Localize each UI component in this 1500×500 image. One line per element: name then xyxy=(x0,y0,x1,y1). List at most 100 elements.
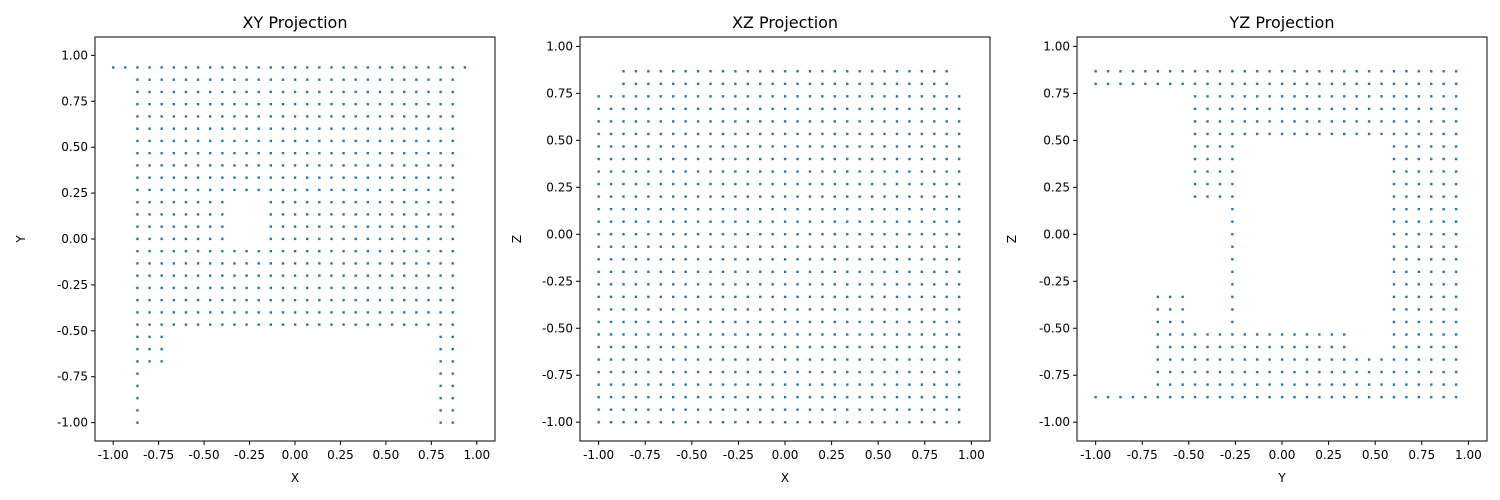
scatter-point xyxy=(647,82,650,86)
scatter-point xyxy=(957,308,961,311)
scatter-point xyxy=(734,82,737,86)
scatter-point xyxy=(696,408,700,411)
scatter-point xyxy=(354,298,357,302)
scatter-point xyxy=(415,78,418,81)
scatter-point xyxy=(771,145,774,148)
scatter-point xyxy=(245,66,248,69)
scatter-point xyxy=(634,258,638,261)
scatter-point xyxy=(1156,295,1159,299)
scatter-point xyxy=(160,311,163,314)
scatter-point xyxy=(684,107,687,111)
scatter-point xyxy=(378,274,382,277)
scatter-point xyxy=(684,233,687,236)
scatter-point xyxy=(870,132,874,136)
scatter-point xyxy=(622,82,625,86)
scatter-point xyxy=(1144,70,1147,73)
scatter-point xyxy=(846,82,849,86)
scatter-point xyxy=(1231,120,1234,123)
scatter-point xyxy=(378,213,382,216)
scatter-point xyxy=(451,409,454,412)
scatter-point xyxy=(342,188,345,192)
scatter-point xyxy=(1268,345,1271,349)
scatter-point xyxy=(1181,308,1184,311)
scatter-point xyxy=(808,383,812,386)
scatter-point xyxy=(209,90,212,94)
scatter-point xyxy=(647,132,650,136)
scatter-point xyxy=(354,176,357,179)
scatter-point xyxy=(148,298,151,302)
scatter-point xyxy=(659,333,662,336)
scatter-point xyxy=(684,207,687,211)
scatter-point xyxy=(1380,370,1383,374)
scatter-point xyxy=(451,151,454,155)
scatter-point xyxy=(439,102,442,106)
scatter-point xyxy=(342,151,345,155)
scatter-point xyxy=(257,176,260,179)
scatter-point xyxy=(342,249,345,253)
scatter-point xyxy=(160,249,163,253)
scatter-point xyxy=(933,245,936,248)
scatter-point xyxy=(245,298,248,302)
scatter-point xyxy=(136,102,139,106)
scatter-point xyxy=(172,249,176,253)
scatter-point xyxy=(721,383,725,386)
scatter-point xyxy=(609,95,613,98)
scatter-point xyxy=(858,258,861,261)
scatter-point xyxy=(908,308,911,311)
scatter-point xyxy=(403,90,406,94)
scatter-point xyxy=(709,358,712,361)
scatter-point xyxy=(696,370,700,374)
scatter-point xyxy=(1343,358,1346,361)
scatter-point xyxy=(672,207,675,211)
scatter-point xyxy=(1343,82,1346,86)
scatter-point xyxy=(1268,333,1271,336)
scatter-point xyxy=(1430,283,1433,286)
scatter-point xyxy=(281,249,285,253)
scatter-point xyxy=(796,170,799,173)
scatter-point xyxy=(209,188,212,192)
scatter-point xyxy=(172,176,176,179)
scatter-point xyxy=(1206,145,1209,148)
scatter-point xyxy=(908,120,911,123)
scatter-point xyxy=(1318,95,1321,98)
scatter-point xyxy=(870,370,874,374)
scatter-point xyxy=(696,333,700,336)
scatter-point xyxy=(721,95,725,98)
scatter-point xyxy=(330,102,333,106)
scatter-point xyxy=(622,395,625,399)
scatter-point xyxy=(439,176,442,179)
scatter-point xyxy=(1417,283,1421,286)
scatter-point xyxy=(933,70,936,73)
scatter-point xyxy=(721,120,725,123)
scatter-point xyxy=(833,82,837,86)
scatter-point xyxy=(721,283,725,286)
scatter-point xyxy=(451,115,454,118)
scatter-point xyxy=(746,207,750,211)
scatter-point xyxy=(597,245,600,248)
scatter-point xyxy=(721,220,725,223)
scatter-point xyxy=(1206,333,1209,336)
scatter-point xyxy=(771,95,774,98)
scatter-point xyxy=(136,396,139,400)
scatter-point xyxy=(342,323,345,326)
scatter-point xyxy=(148,164,151,167)
scatter-point xyxy=(306,115,309,118)
scatter-point xyxy=(1268,383,1271,386)
scatter-point xyxy=(318,127,321,130)
scatter-point xyxy=(833,70,837,73)
scatter-point xyxy=(1430,395,1433,399)
scatter-point xyxy=(390,298,394,302)
scatter-point xyxy=(833,270,837,274)
scatter-point xyxy=(870,233,874,236)
scatter-point xyxy=(415,115,418,118)
scatter-point xyxy=(427,176,430,179)
scatter-point xyxy=(945,320,948,324)
scatter-point xyxy=(1405,70,1408,73)
scatter-point xyxy=(957,320,961,324)
scatter-point xyxy=(734,233,737,236)
scatter-point xyxy=(846,370,849,374)
scatter-point xyxy=(908,245,911,248)
scatter-point xyxy=(1442,258,1445,261)
scatter-point xyxy=(233,151,236,155)
scatter-point xyxy=(1106,70,1110,73)
